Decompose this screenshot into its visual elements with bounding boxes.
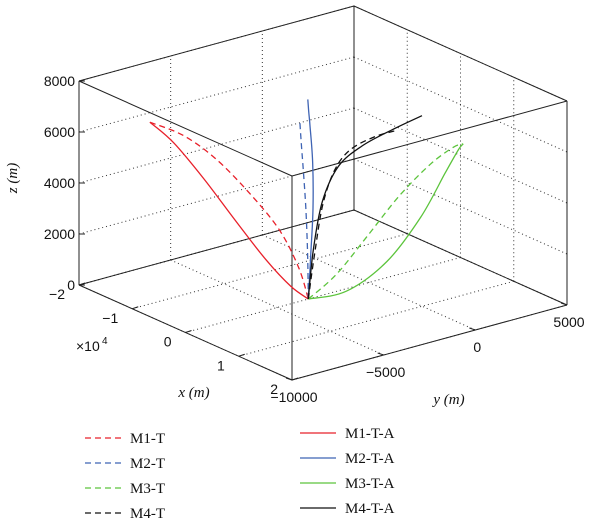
legend-item: M3-T: [85, 481, 165, 497]
x-tick-mark: [78, 282, 86, 286]
grid-line: [132, 233, 408, 310]
box-edge: [353, 5, 568, 102]
legend-item: M1-T: [85, 431, 165, 447]
z-axis-label: z (m): [5, 163, 21, 194]
grid-line: [262, 234, 476, 331]
x-tick-mark: [238, 353, 245, 357]
box-edge: [78, 209, 355, 286]
z-tick-label: 6000: [44, 124, 75, 140]
series-m1-t: [149, 121, 309, 300]
tick-labels: 0 2000 4000 6000 8000 −2 −1 0 1 2−10000 −5000 0 5000: [44, 73, 585, 405]
x-tick-mark: [132, 306, 139, 310]
legend-item: M4-T-A: [300, 501, 395, 517]
grid-line: [185, 257, 461, 333]
x-multiplier: ×10 4: [76, 336, 108, 354]
z-tick-label: 4000: [44, 175, 75, 191]
series-m4-t: [307, 129, 397, 300]
legend-item: M3-T-A: [300, 476, 395, 492]
grid-line: [170, 259, 384, 356]
x-tick-mark: [185, 330, 192, 333]
y-tick-label: −10000: [270, 389, 317, 405]
y-tick-label: 5000: [553, 314, 584, 330]
series-m1-t-a: [149, 121, 309, 300]
y-tick-mark: [469, 327, 476, 331]
legend-item: M2-T: [85, 456, 165, 472]
legend: M1-T M2-T M3-T M4-T M1-T-A M2-T-A M3-T-A M4-T-A: [85, 426, 395, 522]
z-tick-label: 2000: [44, 226, 75, 242]
y-tick-label: −5000: [366, 364, 406, 380]
z-tick-label: 8000: [44, 73, 75, 89]
legend-label: M2-T-A: [345, 451, 395, 467]
x-tick-label: 1: [217, 357, 225, 373]
grid: [78, 5, 568, 381]
y-tick-label: 0: [473, 339, 481, 355]
x-tick-label: −2: [49, 286, 65, 302]
series-lines: [149, 99, 464, 300]
x-axis-label: x (m): [177, 385, 209, 401]
series-m4-t-a: [307, 115, 423, 300]
box-edge: [291, 304, 568, 381]
series-m2-t-a: [307, 99, 314, 300]
y-tick-mark: [285, 377, 293, 381]
svg-text:4: 4: [102, 336, 108, 347]
grid-line: [353, 107, 568, 204]
box-edge: [353, 209, 568, 306]
legend-label: M3-T: [130, 481, 165, 497]
grid-line: [353, 158, 568, 255]
legend-item: M2-T-A: [300, 451, 395, 467]
x-tick-mark: [291, 377, 299, 381]
legend-label: M4-T-A: [345, 501, 395, 517]
y-axis-label: y (m): [431, 392, 464, 408]
legend-label: M3-T-A: [345, 476, 395, 492]
legend-item: M1-T-A: [300, 426, 395, 442]
box-edge: [78, 80, 293, 177]
legend-label: M1-T: [130, 431, 165, 447]
x-tick-label: −1: [102, 310, 118, 326]
series-m3-t-a: [308, 143, 464, 300]
z-tick-label: 0: [67, 277, 75, 293]
y-tick-mark: [377, 352, 384, 356]
series-m2-t: [299, 120, 309, 300]
axes-box: [78, 5, 568, 381]
grid-line: [78, 56, 355, 133]
grid-line: [353, 56, 568, 153]
box-edge: [291, 100, 568, 177]
series-m3-t: [307, 143, 464, 300]
x-tick-label: 2: [270, 381, 278, 397]
legend-label: M4-T: [130, 506, 165, 522]
x-tick-label: 0: [164, 334, 172, 350]
legend-label: M2-T: [130, 456, 165, 472]
svg-text:×10: ×10: [76, 338, 100, 354]
legend-item: M4-T: [85, 506, 165, 522]
y-tick-mark: [560, 302, 568, 306]
legend-label: M1-T-A: [345, 426, 395, 442]
box-edge: [78, 5, 355, 82]
